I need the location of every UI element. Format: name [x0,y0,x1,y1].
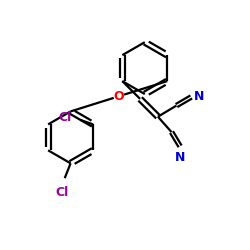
Text: Cl: Cl [55,186,68,199]
Text: O: O [114,90,124,103]
Text: Cl: Cl [59,111,72,124]
Text: N: N [175,151,185,164]
Text: N: N [194,90,204,104]
